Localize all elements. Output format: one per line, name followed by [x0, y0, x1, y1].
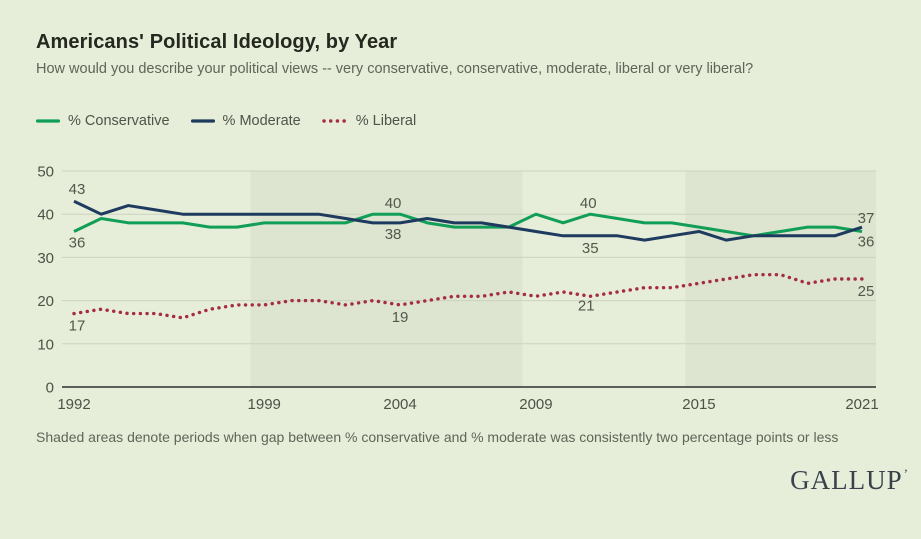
y-tick-label: 10	[37, 336, 54, 353]
data-label: 36	[858, 233, 875, 250]
y-tick-label: 20	[37, 293, 54, 310]
legend-item-moderate: % Moderate	[190, 113, 301, 129]
data-label: 35	[582, 240, 599, 257]
data-label: 37	[858, 210, 875, 227]
y-tick-label: 40	[37, 207, 54, 224]
liberal-dotted-swatch-icon	[322, 119, 348, 123]
series-line-liberal	[72, 272, 864, 320]
x-tick-label: 2004	[383, 396, 416, 413]
data-label: 25	[858, 283, 875, 300]
data-label: 36	[69, 234, 86, 251]
x-tick-label: 1992	[57, 396, 90, 413]
data-label: 40	[580, 195, 597, 212]
data-label: 21	[578, 297, 595, 314]
page-title: Americans' Political Ideology, by Year	[36, 31, 398, 53]
x-tick-label: 2021	[845, 396, 878, 413]
moderate-line-swatch-icon	[190, 119, 215, 123]
legend-item-liberal: % Liberal	[322, 113, 416, 129]
shaded-area-footnote: Shaded areas denote periods when gap bet…	[36, 429, 839, 445]
data-label: 43	[69, 181, 86, 198]
series-line-conservative	[73, 212, 863, 238]
gallup-logo: GALLUP’	[790, 465, 909, 496]
x-tick-label: 1999	[248, 396, 281, 413]
y-tick-label: 0	[46, 380, 54, 397]
gallup-trademark-icon: ’	[903, 466, 909, 481]
legend-label-moderate: % Moderate	[222, 113, 301, 129]
data-label: 38	[385, 226, 402, 243]
series-line-moderate	[73, 199, 863, 242]
legend-label-liberal: % Liberal	[355, 113, 417, 129]
ideology-line-chart: 0 10 20 30 40 50 1992 1999 2004 2009 2015 2021 43 36 1…	[37, 164, 878, 414]
legend-item-conservative: % Conservative	[36, 113, 170, 129]
y-tick-label: 50	[37, 164, 54, 181]
x-tick-label: 2009	[519, 396, 552, 413]
data-label: 17	[69, 318, 86, 335]
y-tick-label: 30	[37, 250, 54, 267]
data-label: 19	[392, 309, 409, 326]
chart-legend: % Conservative % Moderate % Liberal	[36, 113, 416, 129]
gallup-logo-text: GALLUP	[790, 465, 903, 495]
x-tick-label: 2015	[682, 396, 715, 413]
data-label: 40	[385, 195, 402, 212]
survey-question-subtitle: How would you describe your political vi…	[36, 61, 754, 77]
shaded-period	[250, 171, 523, 387]
conservative-line-swatch-icon	[36, 119, 60, 123]
legend-label-conservative: % Conservative	[68, 113, 170, 129]
